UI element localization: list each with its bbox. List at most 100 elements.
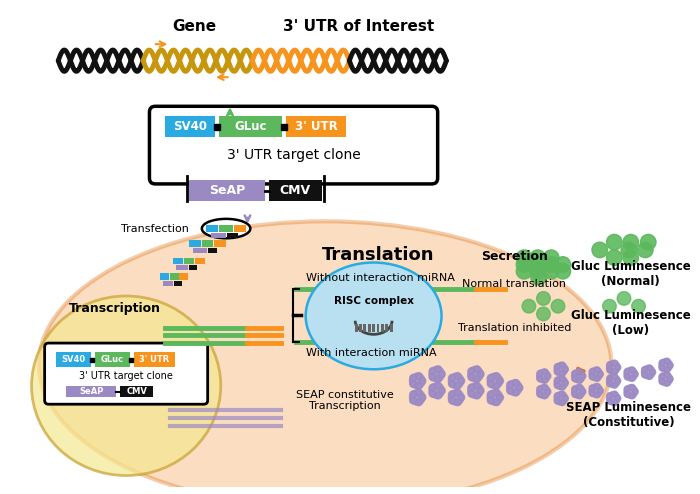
Circle shape [624, 385, 638, 398]
FancyBboxPatch shape [176, 265, 188, 270]
Text: RISC complex: RISC complex [334, 296, 414, 306]
FancyBboxPatch shape [372, 324, 375, 332]
Text: Gluc Luminesence
(Normal): Gluc Luminesence (Normal) [571, 260, 691, 288]
Circle shape [642, 367, 648, 372]
Circle shape [607, 393, 612, 399]
FancyBboxPatch shape [227, 233, 238, 238]
FancyBboxPatch shape [363, 324, 366, 332]
Circle shape [468, 368, 475, 374]
Ellipse shape [202, 219, 251, 238]
Circle shape [449, 380, 456, 387]
Circle shape [429, 367, 444, 382]
FancyBboxPatch shape [234, 225, 246, 233]
Circle shape [632, 389, 638, 395]
Circle shape [415, 382, 422, 389]
Circle shape [435, 375, 442, 382]
Text: With interaction miRNA: With interaction miRNA [306, 348, 436, 358]
Circle shape [559, 400, 566, 406]
Circle shape [615, 378, 621, 384]
Text: Normal translation: Normal translation [462, 279, 566, 289]
Circle shape [607, 398, 612, 404]
Circle shape [640, 234, 656, 250]
Circle shape [468, 367, 483, 382]
Circle shape [542, 377, 548, 383]
Circle shape [606, 234, 622, 250]
Circle shape [449, 397, 456, 404]
Circle shape [487, 397, 494, 404]
FancyBboxPatch shape [189, 180, 265, 202]
FancyBboxPatch shape [355, 324, 358, 332]
Circle shape [468, 373, 475, 380]
Circle shape [429, 383, 444, 398]
Circle shape [435, 382, 442, 389]
Circle shape [543, 250, 559, 265]
Circle shape [659, 365, 665, 371]
Text: GLuc: GLuc [234, 120, 267, 133]
Circle shape [542, 393, 548, 399]
Circle shape [537, 386, 543, 392]
Circle shape [667, 376, 673, 382]
Circle shape [449, 391, 456, 398]
Circle shape [468, 384, 475, 391]
Circle shape [429, 390, 436, 397]
Circle shape [415, 372, 422, 379]
Circle shape [667, 362, 673, 369]
Circle shape [537, 291, 550, 305]
Text: Translation inhibited: Translation inhibited [458, 323, 571, 332]
Circle shape [448, 390, 464, 405]
Circle shape [454, 382, 461, 389]
Circle shape [607, 362, 612, 368]
Circle shape [607, 367, 612, 373]
Circle shape [474, 392, 481, 399]
Circle shape [612, 369, 617, 374]
Ellipse shape [38, 221, 611, 494]
Circle shape [410, 390, 425, 405]
Circle shape [623, 234, 638, 250]
Circle shape [415, 399, 422, 406]
FancyBboxPatch shape [219, 225, 233, 233]
Circle shape [617, 291, 631, 305]
Circle shape [429, 373, 436, 380]
FancyBboxPatch shape [149, 106, 438, 184]
Circle shape [577, 369, 583, 375]
Circle shape [659, 372, 673, 386]
FancyBboxPatch shape [45, 343, 208, 404]
Circle shape [607, 380, 612, 387]
Circle shape [419, 377, 426, 384]
Circle shape [516, 384, 523, 391]
Circle shape [572, 370, 585, 383]
Circle shape [429, 384, 436, 391]
Circle shape [537, 370, 550, 383]
Circle shape [410, 391, 416, 398]
Circle shape [592, 242, 608, 258]
Circle shape [624, 369, 630, 374]
Text: 3' UTR target clone: 3' UTR target clone [79, 371, 173, 381]
Circle shape [551, 299, 565, 313]
Circle shape [410, 397, 416, 404]
Text: CMV: CMV [279, 184, 311, 197]
Circle shape [507, 387, 514, 394]
Circle shape [554, 393, 561, 399]
FancyBboxPatch shape [208, 248, 218, 253]
Circle shape [603, 299, 616, 313]
Ellipse shape [306, 262, 442, 370]
Text: Translation: Translation [322, 246, 435, 264]
Circle shape [537, 375, 543, 382]
Circle shape [559, 384, 566, 390]
Circle shape [577, 384, 583, 390]
FancyBboxPatch shape [169, 273, 178, 280]
Circle shape [487, 374, 494, 381]
FancyBboxPatch shape [202, 240, 214, 247]
Circle shape [612, 382, 617, 388]
Circle shape [537, 391, 543, 397]
FancyBboxPatch shape [193, 248, 206, 253]
FancyBboxPatch shape [214, 240, 226, 247]
Circle shape [487, 391, 494, 398]
FancyBboxPatch shape [120, 386, 153, 397]
Circle shape [559, 375, 566, 382]
Circle shape [589, 373, 595, 380]
Text: Transcription: Transcription [69, 302, 160, 315]
Circle shape [629, 384, 635, 390]
Circle shape [545, 373, 551, 379]
Circle shape [517, 263, 532, 279]
